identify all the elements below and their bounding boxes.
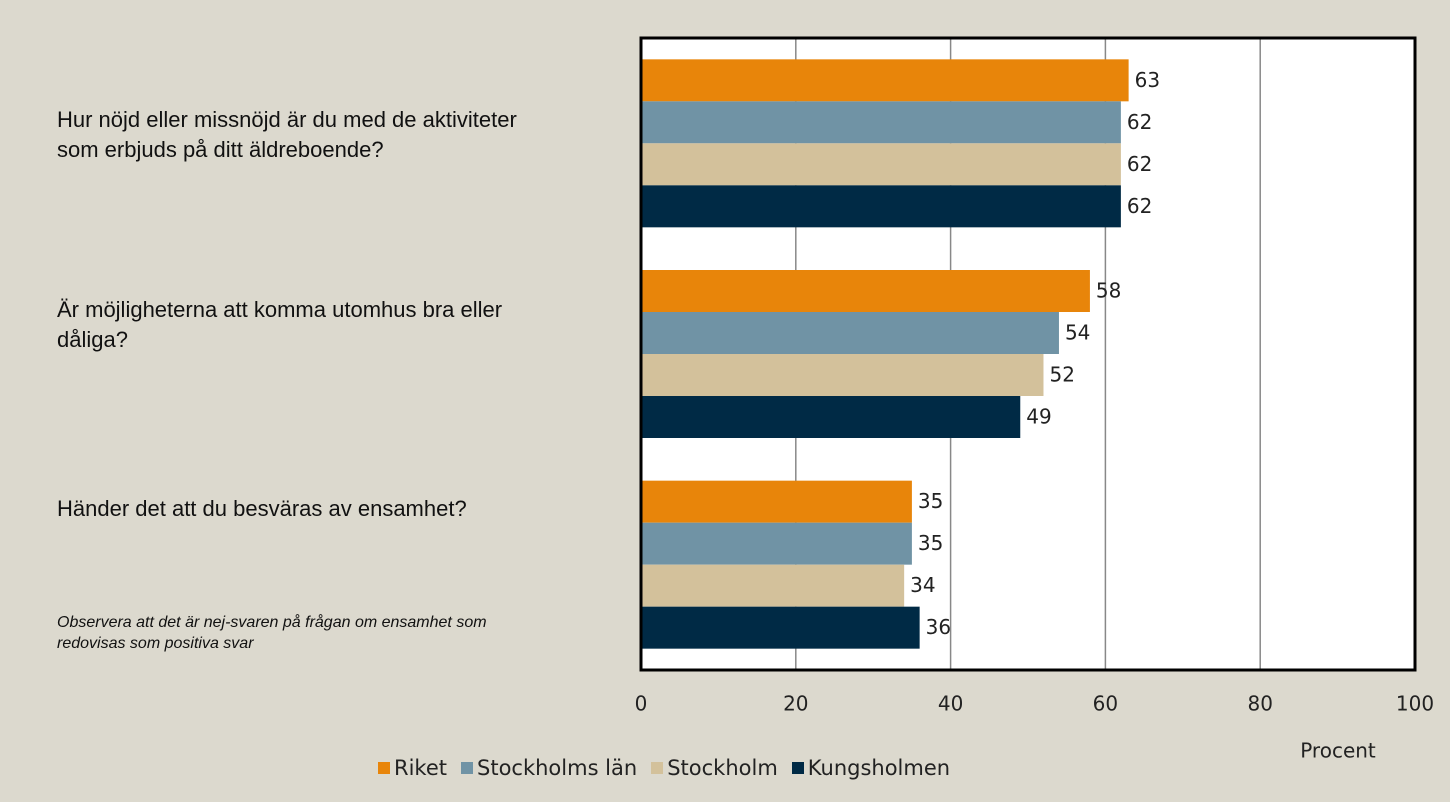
x-tick-label: 80 [1247,692,1272,716]
bar [641,143,1121,186]
legend-label: Riket [394,756,447,780]
legend: Riket Stockholms län Stockholm Kungsholmen [378,756,950,780]
value-label: 49 [1026,405,1051,429]
annotation: Observera att det är nej-svaren på fråga… [57,614,487,652]
x-tick-label: 40 [938,692,963,716]
x-tick-label: 20 [783,692,808,716]
bar [641,480,912,523]
legend-swatch [378,762,390,774]
bar [641,606,920,649]
bar [641,354,1044,396]
bar [641,396,1021,438]
x-tick-label: 0 [635,692,648,716]
value-label: 63 [1135,68,1160,92]
legend-swatch [461,762,473,774]
value-label: 58 [1096,279,1121,303]
category-label: Hur nöjd eller missnöjd är du med de akt… [57,107,517,162]
legend-label: Stockholms län [477,756,638,780]
x-axis-label: Procent [1300,739,1376,763]
x-tick-label: 100 [1396,692,1434,716]
value-label: 62 [1127,152,1152,176]
value-label: 36 [926,615,951,639]
category-label: Händer det att du besväras av ensamhet? [57,496,467,521]
legend-item: Stockholms län [461,756,637,780]
value-label: 35 [918,489,943,513]
bar [641,522,912,565]
plot-border [639,36,1417,672]
legend-item: Stockholm [651,756,778,780]
legend-label: Kungsholmen [807,756,951,780]
legend-swatch [791,762,804,774]
bar [641,101,1121,144]
bar [641,312,1059,354]
bar [641,185,1121,228]
legend-item: Riket [378,756,447,780]
legend-label: Stockholm [667,756,778,780]
bar [641,59,1129,102]
bar [641,270,1090,312]
value-label: 52 [1049,363,1074,387]
category-label: Är möjligheterna att komma utomhus bra e… [57,297,503,352]
value-label: 62 [1127,110,1152,134]
value-label: 54 [1065,321,1090,345]
x-tick-label: 60 [1093,692,1118,716]
legend-item: Kungsholmen [791,756,951,780]
legend-swatch [651,762,664,774]
value-label: 34 [910,573,935,597]
bar [641,564,905,607]
value-label: 35 [918,531,943,555]
value-label: 62 [1127,194,1152,218]
